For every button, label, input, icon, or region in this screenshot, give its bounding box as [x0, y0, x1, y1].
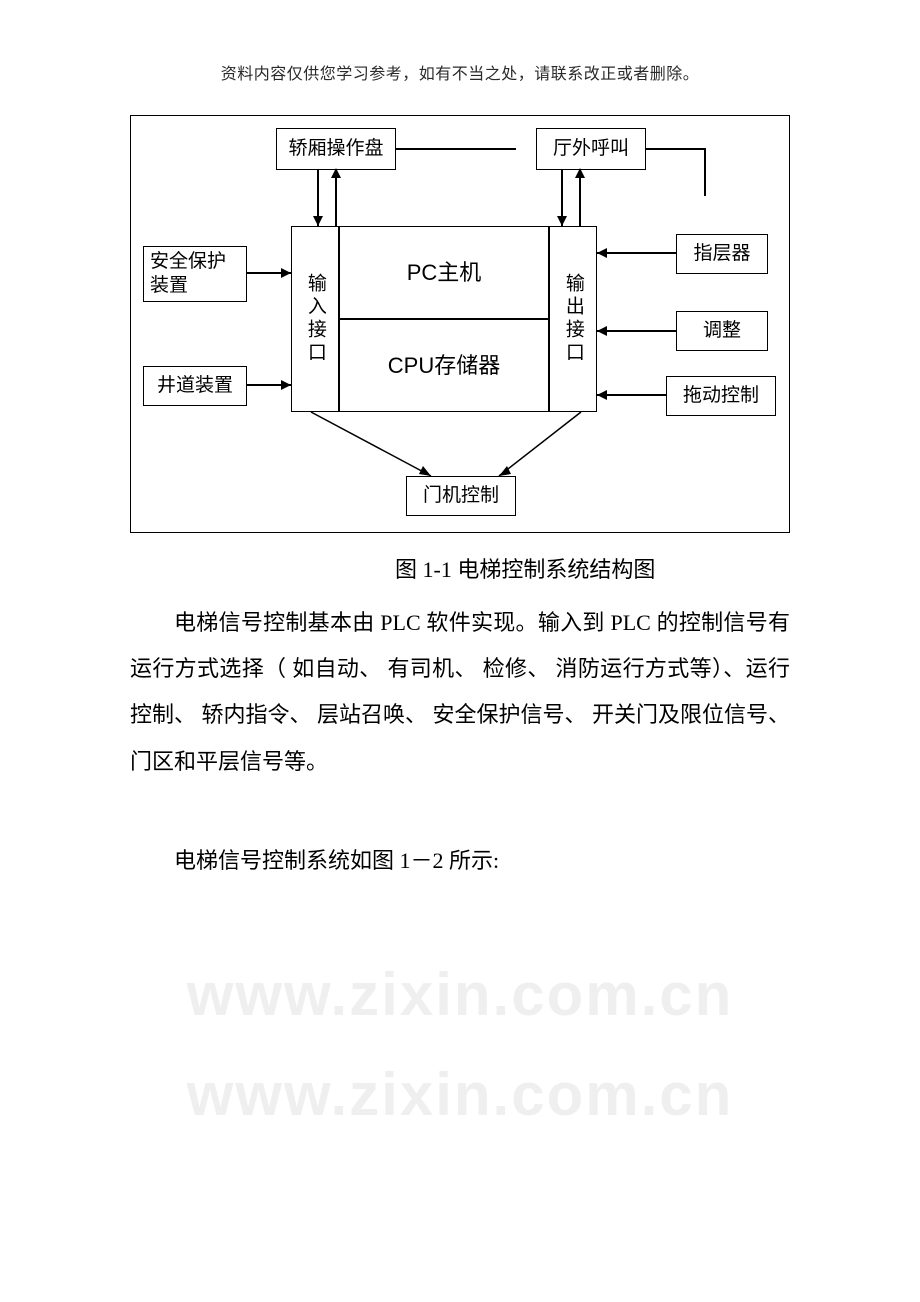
header-note: 资料内容仅供您学习参考，如有不当之处，请联系改正或者删除。: [0, 60, 920, 84]
figure-caption: 图 1-1 电梯控制系统结构图: [395, 552, 655, 584]
door-connectors: [131, 116, 791, 534]
watermark-line2: www.zixin.com.cn: [0, 1060, 920, 1129]
paragraph-2: 电梯信号控制系统如图 1－2 所示:: [130, 838, 790, 884]
diagram-frame: 轿厢操作盘 厅外呼叫 安全保护装置 井道装置 输入接口 PC主机 CPU存储器 …: [130, 115, 790, 533]
watermark-line1: www.zixin.com.cn: [0, 960, 920, 1029]
paragraph-1: 电梯信号控制基本由 PLC 软件实现。输入到 PLC 的控制信号有运行方式选择（…: [130, 600, 790, 785]
